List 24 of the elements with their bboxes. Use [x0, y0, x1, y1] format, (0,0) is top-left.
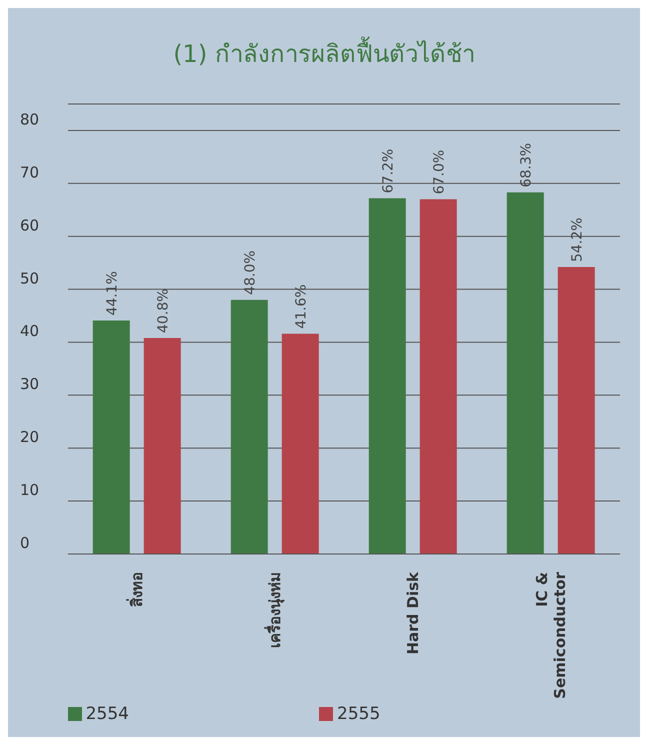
- data-label: 44.1%: [104, 271, 120, 316]
- chart-title: (1) กำลังการผลิตฟื้นตัวได้ช้า: [172, 36, 476, 70]
- data-label: 67.2%: [380, 148, 396, 194]
- data-label: 48.0%: [242, 250, 258, 295]
- x-tick-label: Hard Disk: [404, 570, 422, 655]
- data-label: 67.0%: [431, 150, 448, 194]
- y-tick-label: 50: [20, 269, 40, 288]
- x-tick-label: เครื่องนุ่งห่ม: [264, 572, 285, 648]
- data-label: 40.8%: [155, 288, 172, 333]
- x-tick-label: IC & Semiconductor: [533, 571, 569, 699]
- y-tick-label: 70: [20, 163, 40, 182]
- y-tick-label: 30: [20, 375, 40, 394]
- y-tick-label: 20: [20, 428, 40, 446]
- y-tick-label: 60: [20, 216, 40, 234]
- y-tick-label: 0: [20, 534, 30, 552]
- legend-label: 2554: [86, 704, 129, 724]
- data-label: 41.6%: [293, 284, 310, 329]
- y-tick-label: 10: [20, 481, 40, 500]
- y-tick-label: 40: [20, 322, 40, 340]
- data-label: 54.2%: [569, 218, 586, 262]
- legend-label: 2555: [337, 704, 380, 724]
- y-tick-label: 80: [20, 110, 40, 128]
- data-label: 68.3%: [518, 142, 534, 188]
- x-tick-label: สิ่งทอ: [126, 572, 146, 607]
